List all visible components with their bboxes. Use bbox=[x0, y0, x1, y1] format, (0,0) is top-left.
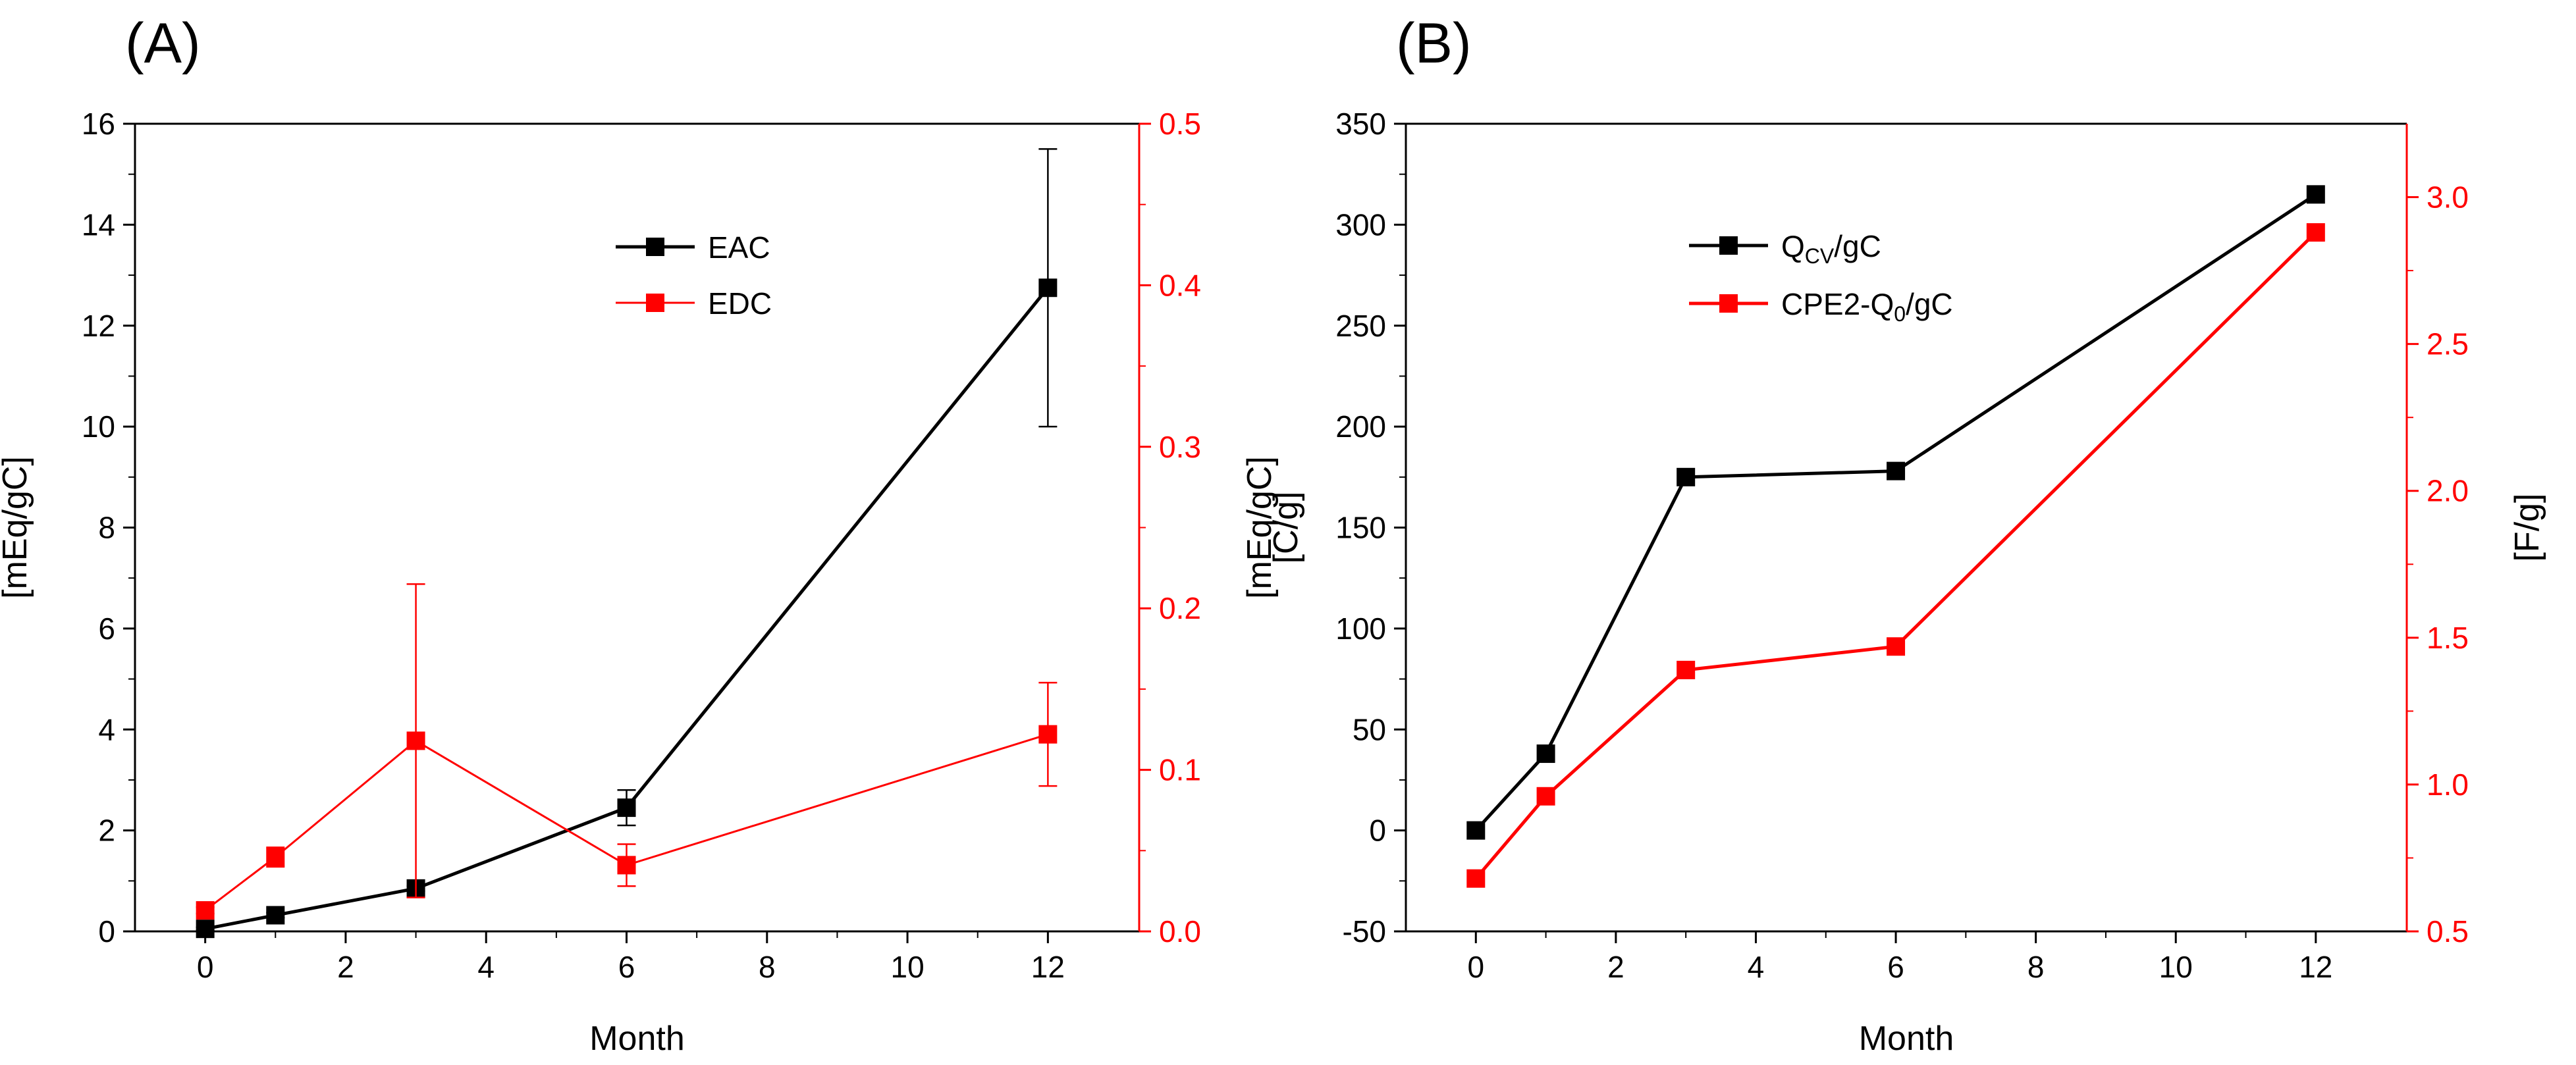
y-tick-label: 8 bbox=[98, 511, 115, 545]
y2-tick-label: 0.5 bbox=[1159, 107, 1201, 141]
data-point bbox=[1466, 869, 1486, 888]
panel-b-label: (B) bbox=[1396, 12, 1472, 75]
data-point bbox=[1536, 787, 1555, 806]
y2-tick-label: 0.1 bbox=[1159, 753, 1201, 787]
x-axis-title: Month bbox=[589, 1020, 685, 1058]
x-tick-label: 2 bbox=[337, 950, 354, 984]
y-tick-label: 6 bbox=[98, 611, 115, 646]
data-point bbox=[1466, 821, 1486, 840]
legend-label-main: CPE2-Q bbox=[1781, 287, 1894, 321]
data-point bbox=[1887, 637, 1906, 656]
y-axis-title: [C/g] bbox=[1267, 492, 1305, 564]
legend-label-suffix: /gC bbox=[1834, 229, 1881, 263]
x-tick-label: 12 bbox=[1031, 950, 1065, 984]
y-axis-title: [mEq/gC] bbox=[0, 456, 34, 599]
y2-tick-label: 2.0 bbox=[2427, 474, 2469, 508]
y2-axis-title: [mEq/gC] bbox=[1241, 456, 1279, 599]
x-tick-label: 0 bbox=[197, 950, 214, 984]
x-tick-label: 10 bbox=[2159, 950, 2193, 984]
data-point bbox=[2306, 185, 2325, 204]
x-tick-label: 6 bbox=[1887, 950, 1904, 984]
series-line-cpe2-q bbox=[1474, 231, 2317, 880]
y-tick-label: 0 bbox=[98, 914, 115, 948]
x-tick-label: 6 bbox=[618, 950, 635, 984]
x-tick-label: 4 bbox=[1748, 950, 1765, 984]
data-point bbox=[1887, 461, 1906, 481]
y-tick-label: 4 bbox=[98, 712, 115, 746]
legend-marker bbox=[646, 238, 664, 256]
y-tick-label: 200 bbox=[1335, 409, 1386, 444]
legend-label-suffix: /gC bbox=[1906, 287, 1953, 321]
y2-tick-label: 0.2 bbox=[1159, 591, 1201, 625]
data-point bbox=[1677, 660, 1696, 679]
x-tick-label: 4 bbox=[477, 950, 495, 984]
legend-marker bbox=[1719, 294, 1738, 313]
y-tick-label: 16 bbox=[82, 107, 115, 141]
legend-label: QCV/gC bbox=[1781, 229, 1881, 268]
series-line-eac bbox=[205, 286, 1050, 931]
y-tick-label: 250 bbox=[1335, 309, 1386, 343]
chart-b: 0 2 4 6 8 10 12 -50 0 50 100 150 200 250 300 350 0.5 1.0 1… bbox=[1267, 107, 2546, 1058]
x-tick-label: 10 bbox=[890, 950, 924, 984]
y2-tick-label: 0.3 bbox=[1159, 430, 1201, 464]
legend-label-subscript: 0 bbox=[1894, 302, 1906, 326]
data-point bbox=[1038, 725, 1058, 744]
y-tick-label: -50 bbox=[1343, 914, 1386, 948]
data-point bbox=[1038, 278, 1058, 298]
y-tick-label: 2 bbox=[98, 814, 115, 848]
x-axis-title: Month bbox=[1859, 1020, 1954, 1058]
y-tick-label: 100 bbox=[1335, 611, 1386, 646]
y-tick-label: 10 bbox=[82, 409, 115, 444]
data-point bbox=[617, 798, 636, 818]
data-point bbox=[406, 731, 425, 750]
y-tick-label: 50 bbox=[1353, 712, 1386, 746]
y2-axis-title: [F/g] bbox=[2508, 493, 2546, 561]
y2-tick-label: 0.5 bbox=[2427, 914, 2469, 948]
x-tick-label: 12 bbox=[2299, 950, 2332, 984]
legend-label: CPE2-Q0/gC bbox=[1781, 287, 1953, 326]
x-tick-label: 8 bbox=[2027, 950, 2045, 984]
y-tick-label: 12 bbox=[82, 309, 115, 343]
y-tick-label: 350 bbox=[1335, 107, 1386, 141]
series-line-q bbox=[1474, 193, 2317, 832]
data-point bbox=[266, 906, 285, 925]
y2-tick-label: 0.4 bbox=[1159, 268, 1201, 302]
legend-marker bbox=[646, 294, 664, 312]
data-point bbox=[617, 856, 636, 875]
data-point bbox=[1536, 744, 1555, 764]
legend-label-main: EAC bbox=[708, 230, 770, 265]
data-point bbox=[1677, 467, 1696, 486]
y2-tick-label: 1.5 bbox=[2427, 621, 2469, 655]
chart-a: 0 2 4 6 8 10 12 0 2 4 6 8 10 12 14 16 0.0 0.1 0.2 0.3 0.4 0.5… bbox=[0, 107, 1279, 1058]
panel-a-label: (A) bbox=[125, 12, 201, 75]
x-tick-label: 2 bbox=[1607, 950, 1624, 984]
data-point bbox=[266, 848, 285, 867]
data-point bbox=[2306, 223, 2325, 242]
legend-label-main: Q bbox=[1781, 229, 1805, 263]
data-point bbox=[196, 920, 215, 939]
legend-label-subscript: CV bbox=[1805, 244, 1835, 268]
y-tick-label: 14 bbox=[82, 207, 115, 242]
y-tick-label: 300 bbox=[1335, 207, 1386, 242]
data-point bbox=[196, 901, 215, 920]
legend-label: EDC bbox=[708, 286, 772, 321]
legend-label: EAC bbox=[708, 230, 770, 265]
y2-tick-label: 0.0 bbox=[1159, 914, 1201, 948]
x-tick-label: 8 bbox=[759, 950, 776, 984]
x-tick-label: 0 bbox=[1467, 950, 1484, 984]
y-tick-label: 0 bbox=[1369, 814, 1386, 848]
y2-tick-label: 1.0 bbox=[2427, 767, 2469, 802]
y2-tick-label: 2.5 bbox=[2427, 327, 2469, 361]
y-tick-label: 150 bbox=[1335, 511, 1386, 545]
legend-label-main: EDC bbox=[708, 286, 772, 321]
legend-marker bbox=[1719, 236, 1738, 255]
y2-tick-label: 3.0 bbox=[2427, 180, 2469, 215]
